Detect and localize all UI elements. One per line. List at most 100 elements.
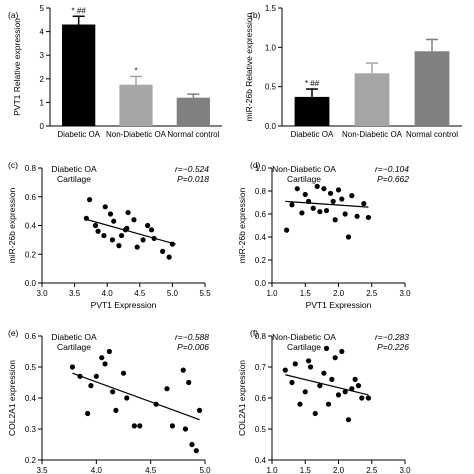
r-value: r=−0.524 (175, 164, 209, 174)
scatter-point (321, 370, 327, 376)
x-tick-label: 2.0 (333, 289, 345, 298)
scatter-point (180, 367, 186, 373)
significance-label: * (134, 66, 137, 75)
y-axis-label: miR-26b expression (237, 187, 247, 263)
y-tick-label: 0.4 (255, 233, 267, 242)
y-axis-label: miR-26b expression (7, 187, 17, 263)
x-tick-label: 2.5 (366, 466, 378, 474)
y-tick-label: 0.8 (25, 164, 37, 173)
scatter-point (153, 401, 159, 407)
scatter-point (148, 227, 155, 233)
scatter-point (305, 198, 312, 204)
scatter-point (85, 410, 91, 417)
y-tick-label: 0.7 (255, 363, 267, 372)
y-tick-label: 5 (40, 4, 45, 13)
category-label: Normal control (406, 130, 458, 139)
y-tick-label: 0.8 (255, 332, 267, 341)
scatter-point (330, 198, 336, 204)
category-label: Diabetic OA (57, 130, 100, 139)
scatter-point (359, 395, 365, 401)
scatter-point (332, 217, 338, 223)
scatter-point (323, 207, 330, 214)
scatter-point (169, 423, 175, 429)
y-tick-label: 1.5 (265, 4, 277, 13)
group-sub-label: Cartilage (287, 174, 321, 184)
r-value: r=−0.588 (175, 332, 209, 342)
group-sub-label: Cartilage (57, 342, 91, 352)
scatter-point (92, 222, 99, 229)
scatter-point (118, 232, 125, 239)
y-tick-label: 0.0 (255, 279, 267, 288)
scatter-point (355, 383, 362, 389)
p-value: P=0.006 (177, 342, 209, 352)
regression-line (87, 219, 176, 245)
scatter-point (352, 376, 358, 382)
scatter-point (164, 386, 170, 392)
scatter-point (69, 364, 76, 370)
scatter-point (302, 191, 308, 198)
y-axis-label: COL2A1 expression (7, 360, 17, 436)
scatter-point (145, 222, 151, 229)
x-tick-label: 1.5 (300, 466, 312, 474)
scatter-point (335, 392, 342, 398)
scatter-point (131, 423, 137, 429)
scatter-point (325, 401, 332, 407)
scatter-point (166, 254, 172, 260)
group-label: Non-Diabetic OA (272, 164, 336, 174)
panel-label: (f) (250, 328, 258, 338)
scatter-point (317, 209, 323, 215)
y-tick-label: 0.6 (25, 193, 37, 202)
scatter-point (95, 228, 101, 234)
scatter-point (106, 348, 112, 355)
scatter-point (342, 389, 348, 395)
scatter-point (160, 248, 166, 254)
y-tick-label: 0.6 (255, 394, 267, 403)
scatter-point (294, 186, 300, 192)
x-tick-label: 1.0 (266, 289, 278, 298)
x-tick-label: 5.5 (199, 289, 211, 298)
r-value: r=−0.283 (375, 332, 409, 342)
x-axis-label: PVT1 Expression (306, 300, 372, 310)
scatter-point (140, 237, 146, 243)
x-tick-label: 5.0 (167, 289, 179, 298)
scatter-point (292, 361, 298, 367)
scatter-point (101, 232, 107, 239)
scatter-point (302, 389, 308, 395)
group-label: Diabetic OA (51, 164, 97, 174)
y-tick-label: 0.4 (255, 456, 267, 465)
y-tick-label: 1 (40, 98, 45, 107)
x-tick-label: 5.0 (199, 466, 211, 474)
scatter-point (345, 417, 352, 423)
x-tick-label: 4.5 (145, 466, 157, 474)
regression-line (285, 374, 369, 396)
y-tick-label: 2 (40, 75, 45, 84)
scatter-point (354, 213, 360, 219)
y-tick-label: 0.3 (25, 425, 37, 434)
scatter-point (299, 210, 305, 216)
y-tick-label: 1.0 (255, 164, 267, 173)
y-tick-label: 0 (40, 122, 45, 131)
x-tick-label: 3.5 (36, 466, 48, 474)
p-value: P=0.226 (377, 342, 409, 352)
y-tick-label: 0.5 (255, 425, 267, 434)
y-tick-label: 0.4 (25, 222, 37, 231)
scatter-point (329, 376, 335, 382)
y-axis-label: COL2A1 expression (237, 360, 247, 436)
scatter-point (339, 348, 345, 355)
p-value: P=0.018 (177, 174, 209, 184)
significance-label: * ## (305, 79, 320, 88)
scatter-point (365, 395, 372, 401)
y-tick-label: 0.8 (255, 187, 267, 196)
scatter-point (289, 202, 295, 208)
scatter-point (111, 218, 117, 224)
panel-label: (d) (250, 160, 261, 170)
p-value: P=0.662 (377, 174, 409, 184)
x-tick-label: 3.0 (36, 289, 48, 298)
scatter-point (83, 215, 89, 221)
bar (176, 97, 210, 126)
scatter-point (151, 235, 157, 242)
scatter-point (189, 441, 195, 448)
scatter-point (120, 370, 127, 376)
r-value: r=−0.104 (375, 164, 409, 174)
scatter-point (345, 234, 352, 240)
